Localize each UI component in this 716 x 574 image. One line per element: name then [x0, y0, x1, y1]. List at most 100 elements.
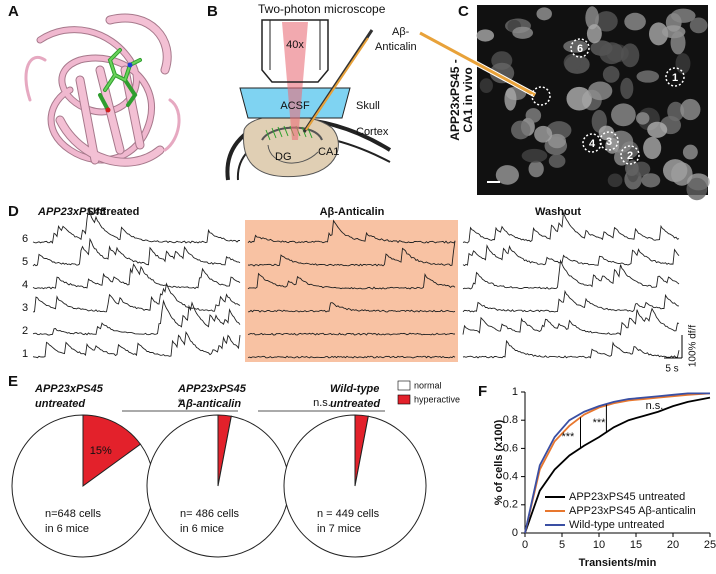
calcium-trace: [247, 355, 456, 359]
legend-swatch: [397, 394, 411, 405]
cell-blob: [588, 81, 613, 101]
cell-label: 3: [606, 136, 612, 148]
calcium-trace: [462, 307, 680, 336]
pipette-label: Anticalin: [375, 41, 417, 53]
row-label: 1: [22, 348, 28, 360]
x-tick-label: 0: [522, 539, 528, 551]
significance: ***: [593, 417, 607, 429]
pie-title: APP23xPS45: [177, 383, 247, 395]
cell-blob: [476, 29, 495, 42]
calcium-trace: [32, 299, 241, 336]
condition-label: Aβ-Anticalin: [320, 206, 385, 218]
cell-blob: [528, 160, 544, 178]
scale-label: 5 s: [665, 364, 678, 375]
x-tick-label: 25: [704, 539, 716, 551]
condition-label: Untreated: [88, 206, 139, 218]
cell-blob: [624, 12, 646, 31]
legend-label: Wild-type untreated: [569, 519, 664, 531]
pie-annotation: n = 449 cells: [317, 508, 380, 520]
pie-title: untreated: [35, 398, 85, 410]
calcium-trace: [462, 259, 680, 290]
cell-blob: [563, 53, 581, 72]
calcium-trace: [32, 237, 241, 267]
microscope-diagram: [225, 19, 392, 181]
y-tick-label: 0.6: [503, 442, 518, 454]
image-label: APP23xPS45 -: [448, 59, 462, 140]
cell-blob: [671, 162, 693, 186]
cell-blob: [620, 77, 634, 100]
significance: n.s.: [313, 397, 331, 409]
cell-blob: [534, 125, 553, 143]
cell-blob: [667, 101, 685, 122]
pie-value-label: 15%: [90, 445, 112, 457]
cell-blob: [670, 31, 686, 55]
x-tick-label: 20: [667, 539, 679, 551]
pie-title: Wild-type: [330, 383, 379, 395]
cdf-line: [524, 396, 711, 534]
pipette: [419, 31, 536, 97]
calcium-trace: [462, 289, 680, 313]
calcium-trace: [462, 212, 680, 244]
x-tick-label: 5: [559, 539, 565, 551]
cell-blob: [647, 121, 668, 138]
cell-marker: [582, 133, 602, 153]
calcium-trace: [32, 282, 241, 313]
cell-blob: [586, 24, 602, 44]
legend-label: APP23xPS45 Aβ-anticalin: [569, 505, 696, 517]
cell-blob: [599, 42, 624, 65]
panel-letter: D: [8, 203, 19, 220]
x-tick-label: 10: [593, 539, 605, 551]
cell-blob: [548, 133, 566, 149]
significance: n.s.: [646, 400, 664, 412]
acsf-label: ACSF: [280, 100, 310, 112]
protein-structure: [24, 13, 181, 167]
dg-label: DG: [275, 151, 292, 163]
panel-letter: E: [8, 373, 18, 390]
micrograph-cells: [476, 6, 710, 201]
legend-label: APP23xPS45 untreated: [569, 491, 685, 503]
cell-blob: [689, 17, 708, 34]
pie-annotation: in 7 mice: [317, 523, 361, 535]
calcium-trace: [247, 332, 455, 336]
cell-marker: [570, 38, 590, 58]
calcium-trace: [247, 219, 456, 244]
x-tick-label: 15: [630, 539, 642, 551]
cell-blob: [682, 144, 698, 160]
calcium-trace: [462, 244, 680, 267]
cell-blob: [620, 43, 640, 68]
cell-blob: [512, 26, 534, 39]
pie-annotation: n= 486 cells: [180, 508, 240, 520]
cell-blob: [670, 8, 696, 23]
pie-slice: [146, 414, 290, 558]
cell-blob: [636, 70, 660, 83]
cell-blob: [686, 177, 708, 201]
y-axis-label: % of cells (x100): [493, 419, 505, 505]
y-tick-label: 0: [512, 527, 518, 539]
cell-blob: [585, 6, 599, 30]
objective-label: 40x: [286, 39, 304, 51]
calcium-trace: [32, 207, 240, 244]
y-tick-label: 1: [512, 386, 518, 398]
cell-blob: [566, 86, 592, 111]
cell-blob: [511, 120, 531, 140]
cell-blob: [636, 112, 650, 125]
cell-label: 2: [627, 150, 633, 162]
panel-letter: F: [478, 383, 487, 400]
calcium-trace: [247, 272, 456, 290]
cell-blob: [563, 40, 588, 53]
scale-label: 100% df/f: [688, 325, 699, 367]
cell-blob: [625, 160, 639, 177]
panel-letter: C: [458, 3, 469, 20]
pie-slice: [283, 414, 427, 558]
condition-label: Washout: [535, 206, 581, 218]
cell-blob: [495, 165, 519, 185]
image-label: CA1 in vivo: [461, 67, 475, 132]
row-label: 4: [22, 279, 28, 291]
cell-marker: [599, 131, 619, 151]
cell-blob: [675, 53, 691, 74]
legend-label: normal: [414, 380, 442, 390]
cell-blob: [607, 173, 623, 188]
cell-blob: [641, 173, 661, 188]
cell-blob: [479, 78, 493, 94]
cortex-label: Cortex: [356, 126, 389, 138]
